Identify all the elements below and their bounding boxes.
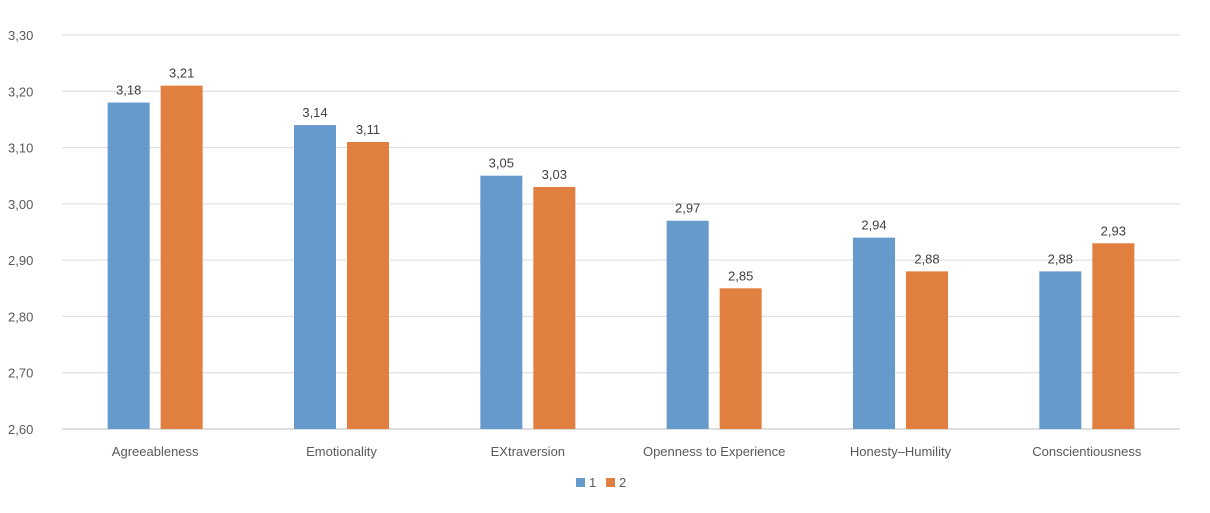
x-tick-label: Openness to Experience — [643, 444, 785, 459]
data-label: 2,88 — [1048, 251, 1073, 266]
bar-2 — [719, 288, 762, 429]
legend-swatch — [576, 478, 585, 487]
data-label: 3,21 — [169, 66, 194, 81]
y-tick-label: 2,90 — [8, 253, 33, 268]
bar-1 — [666, 220, 709, 429]
bar-2 — [533, 186, 576, 429]
legend-swatch — [606, 478, 615, 487]
data-label: 2,97 — [675, 201, 700, 216]
bar-2 — [347, 141, 389, 429]
y-tick-label: 2,80 — [8, 309, 33, 324]
x-tick-label: Emotionality — [306, 444, 377, 459]
y-tick-label: 3,30 — [8, 28, 33, 43]
data-label: 2,94 — [861, 218, 886, 233]
bar-1 — [480, 175, 523, 429]
y-tick-label: 2,70 — [8, 366, 33, 381]
bar-2 — [906, 271, 948, 429]
bar-2 — [160, 85, 203, 430]
bar-1 — [853, 237, 895, 429]
bar-1 — [1039, 271, 1082, 429]
bar-2 — [1092, 243, 1135, 429]
data-label: 3,11 — [356, 122, 380, 137]
legend-label: 2 — [619, 475, 626, 490]
legend-label: 1 — [589, 475, 596, 490]
data-label: 2,88 — [914, 251, 939, 266]
y-tick-label: 2,60 — [8, 422, 33, 437]
data-label: 2,93 — [1101, 223, 1126, 238]
bar-1 — [107, 102, 150, 430]
x-tick-label: Conscientiousness — [1032, 444, 1142, 459]
y-tick-label: 3,20 — [8, 84, 33, 99]
data-label: 3,18 — [116, 83, 141, 98]
data-label: 3,03 — [542, 167, 567, 182]
x-tick-label: Honesty–Humility — [850, 444, 952, 459]
x-tick-label: EXtraversion — [491, 444, 565, 459]
data-label: 3,05 — [489, 156, 514, 171]
y-tick-label: 3,00 — [8, 197, 33, 212]
data-label: 3,14 — [302, 105, 327, 120]
bar-1 — [294, 125, 336, 430]
data-label: 2,85 — [728, 268, 753, 283]
y-tick-label: 3,10 — [8, 141, 33, 156]
x-tick-label: Agreeableness — [112, 444, 199, 459]
